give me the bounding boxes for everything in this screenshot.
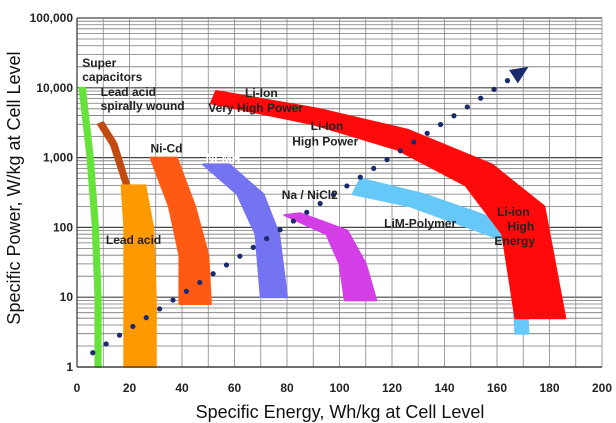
- region-label: spirally wound: [101, 99, 185, 113]
- trend-dot: [116, 332, 123, 338]
- region-li-ion-very-high-power: [209, 90, 567, 320]
- trend-dot: [264, 236, 270, 242]
- region-label: Li-Ion: [311, 119, 344, 133]
- trend-dot: [290, 218, 297, 224]
- region-label: Ni-MH: [206, 151, 241, 165]
- x-tick-label: 100: [329, 381, 349, 395]
- region-label: Super: [82, 56, 116, 70]
- x-tick-label: 60: [228, 381, 242, 395]
- x-tick-label: 180: [539, 381, 559, 395]
- region-label: Lead acid: [101, 85, 156, 99]
- chemistry-regions: [78, 86, 567, 368]
- x-tick-label: 80: [280, 381, 294, 395]
- region-na-nicl2: [283, 212, 378, 302]
- trend-dot: [464, 104, 470, 110]
- y-tick-label: 100: [53, 220, 73, 234]
- trend-dot: [411, 139, 417, 145]
- trend-dot: [277, 227, 283, 233]
- region-label: Lead acid: [106, 233, 161, 247]
- trend-dot: [90, 350, 96, 356]
- trend-line: [90, 66, 529, 356]
- y-tick-label: 10: [60, 290, 74, 304]
- trend-dot: [371, 165, 377, 172]
- trend-dot: [317, 200, 323, 207]
- trend-dot: [237, 253, 243, 259]
- x-tick-label: 160: [487, 381, 507, 395]
- trend-dot: [504, 78, 511, 84]
- trend-dot: [103, 341, 109, 347]
- trend-dot: [330, 192, 337, 198]
- trend-dot: [210, 271, 216, 277]
- x-tick-label: 0: [74, 381, 81, 395]
- trend-dot: [157, 306, 163, 312]
- trend-dot: [437, 121, 444, 128]
- region-label: capacitors: [82, 70, 142, 84]
- region-lim-polymer: [351, 177, 530, 335]
- region-label: High: [508, 220, 535, 234]
- region-label: LiM-Polymer: [384, 216, 456, 230]
- region-label: Very High Power: [208, 101, 303, 115]
- axes: 0 20 40 60 80 100 120 140 160 180 200 1 10 100 1,000 10…: [30, 11, 613, 395]
- trend-dot: [130, 323, 136, 330]
- region-label: Ni-Cd: [151, 142, 183, 156]
- region-label: Energy: [494, 234, 535, 248]
- x-tick-label: 200: [592, 381, 612, 395]
- y-tick-label: 10,000: [36, 81, 73, 95]
- y-tick-label: 1: [66, 360, 73, 374]
- trend-dot: [397, 148, 404, 154]
- trend-dot: [250, 244, 256, 251]
- trend-dot: [451, 113, 457, 119]
- trend-dot: [223, 262, 230, 268]
- region-label: Li-ion: [497, 205, 530, 219]
- trend-dot: [183, 288, 189, 294]
- x-tick-label: 120: [382, 381, 402, 395]
- y-tick-label: 1,000: [43, 151, 73, 165]
- trend-dot: [491, 86, 497, 92]
- trend-dot: [384, 157, 390, 163]
- y-axis-title: Specific Power, W/kg at Cell Level: [4, 51, 24, 324]
- region-ni-mh: [202, 163, 288, 299]
- x-axis-title: Specific Energy, Wh/kg at Cell Level: [196, 402, 485, 422]
- region-label: Li-Ion: [245, 86, 278, 100]
- trend-dot: [304, 209, 310, 215]
- trend-dot: [197, 279, 203, 286]
- trend-arrowhead: [509, 66, 529, 84]
- region-label: High Power: [292, 134, 358, 148]
- region-lead-acid: [120, 184, 157, 368]
- x-tick-label: 40: [175, 381, 189, 395]
- trend-dot: [170, 297, 176, 303]
- x-tick-label: 140: [434, 381, 454, 395]
- trend-dot: [424, 130, 430, 136]
- region-ni-cd: [149, 156, 212, 305]
- trend-dot: [143, 315, 149, 321]
- trend-dot: [344, 183, 350, 189]
- x-tick-label: 20: [123, 381, 137, 395]
- y-tick-label: 100,000: [30, 11, 74, 25]
- trend-dot: [478, 95, 484, 101]
- trend-dot: [357, 174, 363, 180]
- region-label: Na / NiCl2: [282, 188, 338, 202]
